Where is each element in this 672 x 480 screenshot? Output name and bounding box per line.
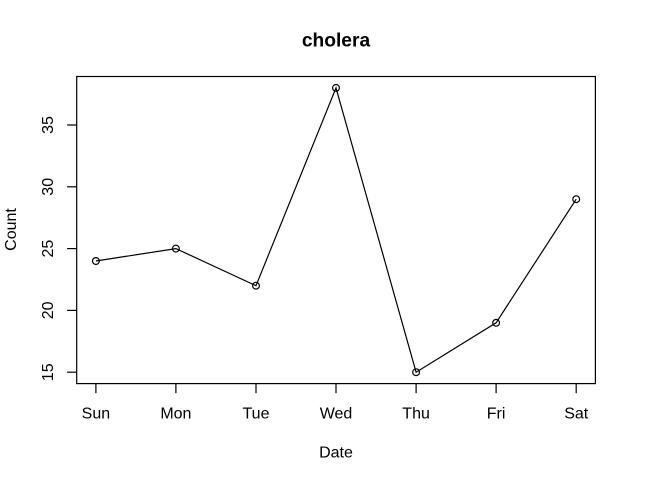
svg-text:20: 20 [40,301,57,319]
svg-text:Count: Count [3,208,20,251]
svg-text:cholera: cholera [302,30,371,51]
svg-text:Wed: Wed [320,406,353,423]
svg-text:15: 15 [40,363,57,381]
svg-text:Thu: Thu [402,406,430,423]
svg-text:Mon: Mon [160,406,191,423]
svg-text:25: 25 [40,240,57,258]
svg-text:Sun: Sun [82,406,110,423]
svg-text:30: 30 [40,178,57,196]
svg-text:Sat: Sat [564,406,589,423]
svg-text:Date: Date [319,444,353,461]
svg-text:Fri: Fri [487,406,506,423]
svg-text:Tue: Tue [243,406,270,423]
svg-text:35: 35 [40,116,57,134]
